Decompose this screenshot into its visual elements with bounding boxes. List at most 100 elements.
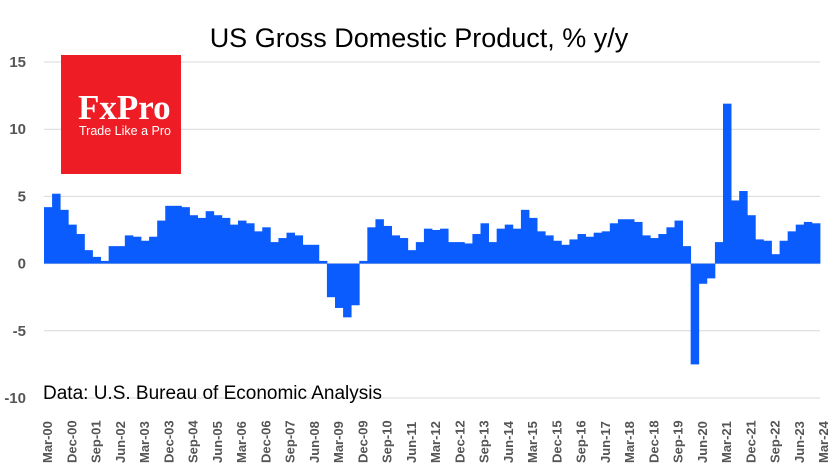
bar xyxy=(698,263,708,284)
x-tick-label: Mar-09 xyxy=(331,421,346,463)
bar xyxy=(383,225,392,264)
x-tick-label: Mar-24 xyxy=(816,420,831,463)
x-tick-label: Sep-01 xyxy=(89,420,104,463)
bar xyxy=(731,200,740,264)
bar xyxy=(504,224,514,264)
bar xyxy=(626,219,635,264)
logo-tagline: Trade Like a Pro xyxy=(79,124,171,138)
bar xyxy=(246,223,255,264)
bar xyxy=(795,224,805,264)
bar xyxy=(723,103,732,264)
bar xyxy=(84,250,93,264)
x-tick-label: Jun-17 xyxy=(598,421,613,463)
bar xyxy=(472,234,481,264)
bar xyxy=(359,260,368,264)
bar xyxy=(310,244,320,264)
bar xyxy=(577,234,586,264)
x-tick-label: Mar-15 xyxy=(525,421,540,463)
bar xyxy=(173,205,182,264)
bar xyxy=(407,250,417,264)
bar xyxy=(197,217,207,264)
bar xyxy=(690,263,700,365)
x-tick-label: Jun-11 xyxy=(404,422,419,463)
bar xyxy=(278,238,287,264)
x-tick-label: Mar-03 xyxy=(137,421,152,463)
x-tick-label: Jun-02 xyxy=(113,421,128,463)
bar xyxy=(205,211,215,264)
bar xyxy=(157,220,166,264)
bar xyxy=(432,230,441,264)
x-tick-label: Sep-10 xyxy=(380,420,395,463)
x-tick-label: Sep-04 xyxy=(186,420,201,463)
bar xyxy=(464,243,473,264)
bar xyxy=(132,236,142,264)
bar xyxy=(44,207,53,264)
bar xyxy=(569,239,578,264)
x-tick-label: Mar-06 xyxy=(234,421,249,463)
bar xyxy=(512,228,522,264)
bar xyxy=(229,224,239,264)
x-tick-label: Mar-12 xyxy=(428,421,443,463)
bar xyxy=(561,244,570,264)
x-tick-label: Dec-06 xyxy=(258,420,273,463)
bar xyxy=(165,205,174,264)
x-tick-label: Jun-20 xyxy=(695,421,710,463)
x-tick-label: Jun-05 xyxy=(210,421,225,463)
bar xyxy=(666,227,675,264)
bar xyxy=(755,239,764,264)
bar xyxy=(391,235,401,264)
bar xyxy=(213,215,223,264)
x-tick-label: Jun-08 xyxy=(307,421,322,463)
x-axis-labels: Mar-00 Dec-00 Sep-01 Jun-02 Mar-03 Dec-03 Sep-… xyxy=(40,420,831,463)
y-tick-label: -10 xyxy=(4,390,26,407)
bar-series xyxy=(44,103,821,365)
bar xyxy=(811,223,821,264)
bar xyxy=(415,242,425,264)
bar xyxy=(634,221,643,264)
y-tick-label: -5 xyxy=(13,323,26,340)
bar xyxy=(68,224,77,264)
y-tick-label: 0 xyxy=(18,256,26,273)
bar xyxy=(141,240,150,264)
x-tick-label: Sep-16 xyxy=(574,420,589,463)
bar xyxy=(658,234,667,264)
x-tick-label: Dec-09 xyxy=(355,420,370,463)
bar xyxy=(642,235,651,264)
bar xyxy=(520,209,530,264)
bar xyxy=(149,236,158,264)
bar xyxy=(682,246,692,264)
bar xyxy=(763,240,772,264)
bar xyxy=(302,244,312,264)
chart-title: US Gross Domestic Product, % y/y xyxy=(210,23,629,53)
bar xyxy=(254,231,263,264)
x-tick-label: Dec-21 xyxy=(743,420,758,463)
bar xyxy=(181,207,190,264)
x-tick-label: Jun-23 xyxy=(792,421,807,463)
bar xyxy=(108,246,118,264)
bar xyxy=(779,240,789,264)
bar xyxy=(76,234,85,264)
bar xyxy=(714,242,724,264)
y-tick-label: 10 xyxy=(9,121,26,138)
x-tick-label: Mar-21 xyxy=(719,421,734,463)
x-tick-label: Jun-14 xyxy=(501,420,516,463)
bar xyxy=(706,263,716,279)
fxpro-logo: FxPro Trade Like a Pro xyxy=(61,55,181,174)
x-tick-label: Sep-07 xyxy=(283,420,298,463)
bar xyxy=(488,242,498,264)
bar xyxy=(367,227,376,264)
bar xyxy=(423,228,433,264)
bar xyxy=(537,231,546,264)
bar xyxy=(375,219,384,264)
logo-background xyxy=(61,55,181,174)
bar xyxy=(351,263,360,306)
y-tick-label: 5 xyxy=(18,188,26,205)
bar xyxy=(609,223,619,264)
bar xyxy=(553,240,562,264)
y-axis-labels: 15 10 5 0 -5 -10 xyxy=(4,54,26,407)
bar xyxy=(399,238,409,264)
x-tick-label: Dec-00 xyxy=(64,420,79,463)
x-tick-label: Dec-12 xyxy=(452,420,467,463)
bar xyxy=(601,231,611,264)
